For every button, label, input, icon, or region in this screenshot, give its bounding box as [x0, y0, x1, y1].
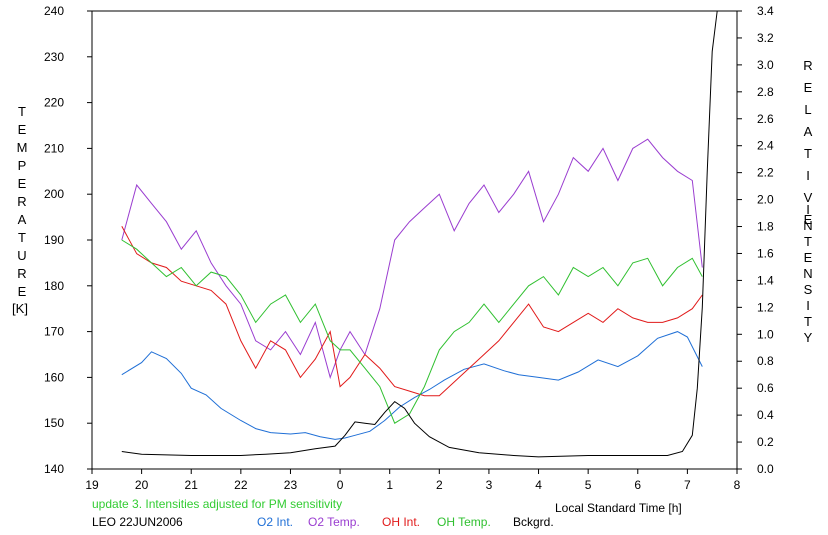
left-axis-letter: P: [18, 158, 27, 173]
legend-item-o2-temp: O2 Temp.: [308, 515, 360, 529]
left-tick-label: 140: [44, 462, 64, 476]
x-tick-label: 1: [386, 478, 393, 492]
x-tick-label: 8: [734, 478, 741, 492]
right-axis-letter: T: [804, 314, 812, 329]
x-tick-label: 7: [684, 478, 691, 492]
right-tick-label: 2.2: [757, 166, 774, 180]
series-line-o2-int: [121, 331, 703, 440]
right-tick-label: 2.0: [757, 193, 774, 207]
legend-item-oh-int: OH Int.: [382, 515, 420, 529]
right-axis-letter: E: [804, 250, 813, 265]
right-tick-label: 0.8: [757, 354, 774, 368]
right-tick-label: 2.4: [757, 139, 774, 153]
right-tick-label: 3.0: [757, 58, 774, 72]
annotation-text: update 3. Intensities adjusted for PM se…: [92, 497, 342, 511]
right-tick-label: 0.2: [757, 435, 774, 449]
right-axis-letter: T: [804, 234, 812, 249]
left-axis-letter: T: [18, 230, 26, 245]
right-tick-label: 0.4: [757, 408, 774, 422]
left-axis-letter: R: [17, 194, 26, 209]
left-tick-label: 210: [44, 141, 64, 155]
left-axis-ticks: 140 150 160 170 180 190 200 210 220 230 240: [44, 4, 92, 476]
left-axis-letter: M: [17, 140, 28, 155]
x-tick-label: 6: [634, 478, 641, 492]
legend-item-oh-temp: OH Temp.: [437, 515, 491, 529]
right-axis-letter: I: [806, 202, 810, 217]
right-axis-ticks: 0.0 0.2 0.4 0.6 0.8 1.0 1.2 1.4 1.6 1.8 2.0 2.2 2.4 2…: [737, 4, 774, 476]
right-tick-label: 1.8: [757, 220, 774, 234]
right-axis-letter: V: [804, 190, 813, 205]
x-tick-label: 3: [486, 478, 493, 492]
right-tick-label: 3.2: [757, 31, 774, 45]
left-axis-unit: [K]: [12, 301, 28, 316]
left-tick-label: 220: [44, 96, 64, 110]
left-tick-label: 200: [44, 187, 64, 201]
left-tick-label: 240: [44, 4, 64, 18]
left-axis-letter: U: [17, 248, 26, 263]
legend: O2 Int. O2 Temp. OH Int. OH Temp. Bckgrd.: [257, 515, 554, 529]
legend-item-bckgrd: Bckgrd.: [513, 515, 554, 529]
x-tick-label: 21: [185, 478, 199, 492]
right-tick-label: 0.0: [757, 462, 774, 476]
left-axis-letter: E: [18, 284, 27, 299]
right-tick-label: 3.4: [757, 4, 774, 18]
right-axis-letter: E: [804, 80, 813, 95]
x-tick-label: 20: [135, 478, 149, 492]
left-tick-label: 230: [44, 50, 64, 64]
left-axis-letter: T: [18, 104, 26, 119]
right-tick-label: 1.0: [757, 327, 774, 341]
series-line-bckgrd: [121, 10, 718, 458]
x-tick-label: 2: [436, 478, 443, 492]
right-tick-label: 2.8: [757, 85, 774, 99]
right-tick-label: 1.2: [757, 300, 774, 314]
right-axis-letter: I: [806, 298, 810, 313]
x-tick-label: 22: [234, 478, 248, 492]
right-axis-letter: L: [804, 102, 811, 117]
x-axis-label: Local Standard Time [h]: [555, 501, 682, 515]
x-tick-label: 5: [585, 478, 592, 492]
left-tick-label: 180: [44, 279, 64, 293]
right-tick-label: 2.6: [757, 112, 774, 126]
left-tick-label: 150: [44, 416, 64, 430]
left-axis-letter: E: [18, 122, 27, 137]
x-tick-label: 19: [85, 478, 99, 492]
right-tick-label: 1.6: [757, 246, 774, 260]
legend-item-o2-int: O2 Int.: [257, 515, 293, 529]
x-axis-ticks: 19 20 21 22 23 0 1 2 3 4 5 6 7 8: [85, 469, 741, 492]
left-axis-letter: R: [17, 266, 26, 281]
left-tick-label: 160: [44, 370, 64, 384]
right-axis-letter: E: [804, 212, 813, 227]
series-line-oh-int: [121, 226, 703, 397]
left-axis-letter: A: [18, 212, 27, 227]
right-axis-letter: S: [804, 282, 813, 297]
right-axis-letter: A: [804, 124, 813, 139]
series-line-oh-temp: [121, 239, 703, 424]
station-date: LEO 22JUN2006: [92, 515, 183, 529]
right-axis-letter: Y: [804, 330, 813, 345]
right-axis-letter: T: [804, 146, 812, 161]
left-tick-label: 190: [44, 233, 64, 247]
series-line-o2-temp: [121, 138, 703, 380]
left-axis-letter: E: [18, 176, 27, 191]
x-tick-label: 4: [535, 478, 542, 492]
right-axis-letter: N: [803, 218, 812, 233]
right-tick-label: 0.6: [757, 381, 774, 395]
left-tick-label: 170: [44, 325, 64, 339]
right-axis-letter: N: [803, 266, 812, 281]
right-axis-letter: I: [806, 168, 810, 183]
series-layer: [121, 10, 718, 458]
x-tick-label: 0: [337, 478, 344, 492]
right-axis-letter: R: [803, 58, 812, 73]
x-tick-label: 23: [284, 478, 298, 492]
right-tick-label: 1.4: [757, 273, 774, 287]
